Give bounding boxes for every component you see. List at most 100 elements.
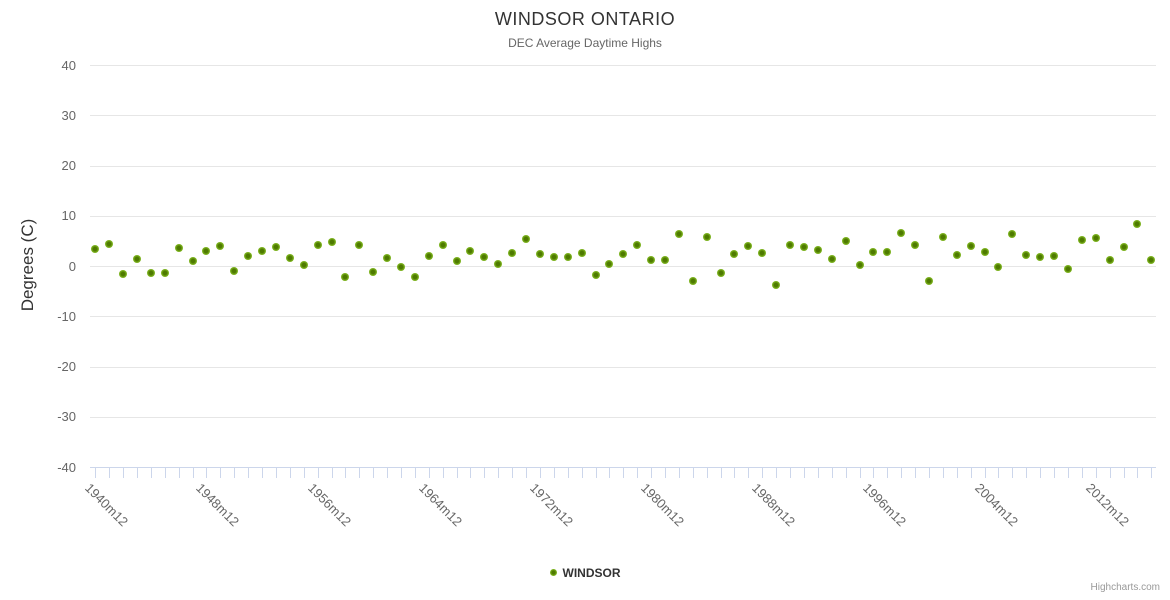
data-point[interactable]: [452, 257, 461, 266]
x-axis-tick: [470, 467, 472, 478]
data-point[interactable]: [410, 272, 419, 281]
data-point[interactable]: [522, 234, 531, 243]
x-axis-tick: [456, 467, 458, 478]
x-axis-tick: [498, 467, 500, 478]
data-point[interactable]: [244, 251, 253, 260]
data-point[interactable]: [313, 240, 322, 249]
data-point[interactable]: [480, 253, 489, 262]
x-axis-tick: [581, 467, 583, 478]
x-axis-tick: [664, 467, 666, 478]
data-point[interactable]: [952, 251, 961, 260]
data-point[interactable]: [146, 268, 155, 277]
data-point[interactable]: [508, 248, 517, 257]
data-point[interactable]: [633, 241, 642, 250]
data-point[interactable]: [716, 268, 725, 277]
x-axis-tick: [831, 467, 833, 478]
data-point[interactable]: [966, 242, 975, 251]
x-axis-tick: [901, 467, 903, 478]
data-point[interactable]: [91, 245, 100, 254]
data-point[interactable]: [619, 250, 628, 259]
data-point[interactable]: [230, 267, 239, 276]
x-axis-tick: [178, 467, 180, 478]
data-point[interactable]: [1050, 251, 1059, 260]
data-point[interactable]: [980, 248, 989, 257]
data-point[interactable]: [786, 240, 795, 249]
data-point[interactable]: [341, 273, 350, 282]
data-point[interactable]: [605, 260, 614, 269]
data-point[interactable]: [855, 261, 864, 270]
x-axis-tick: [790, 467, 792, 478]
data-point[interactable]: [869, 248, 878, 257]
data-point[interactable]: [174, 244, 183, 253]
data-point[interactable]: [994, 263, 1003, 271]
x-axis-tick: [1012, 467, 1014, 478]
data-point[interactable]: [1008, 230, 1017, 239]
data-point[interactable]: [1022, 251, 1031, 260]
y-gridline: [90, 115, 1156, 117]
data-point[interactable]: [202, 246, 211, 255]
y-axis-tick-label: -20: [57, 359, 76, 374]
data-point[interactable]: [1105, 256, 1114, 265]
data-point[interactable]: [591, 270, 600, 279]
x-axis-tick: [567, 467, 569, 478]
data-point[interactable]: [799, 243, 808, 252]
data-point[interactable]: [702, 232, 711, 241]
data-point[interactable]: [1063, 264, 1072, 273]
data-point[interactable]: [744, 242, 753, 251]
data-point[interactable]: [660, 256, 669, 265]
data-point[interactable]: [383, 253, 392, 262]
data-point[interactable]: [563, 253, 572, 262]
data-point[interactable]: [355, 241, 364, 250]
data-point[interactable]: [132, 254, 141, 263]
data-point[interactable]: [674, 229, 683, 238]
data-point[interactable]: [911, 241, 920, 250]
data-point[interactable]: [271, 242, 280, 251]
data-point[interactable]: [160, 269, 169, 278]
data-point[interactable]: [299, 260, 308, 269]
data-point[interactable]: [535, 249, 544, 258]
data-point[interactable]: [285, 254, 294, 263]
data-point[interactable]: [1091, 234, 1100, 243]
data-point[interactable]: [938, 232, 947, 241]
y-axis-tick-label: -30: [57, 409, 76, 425]
data-point[interactable]: [897, 228, 906, 237]
data-point[interactable]: [1077, 235, 1086, 244]
data-point[interactable]: [647, 256, 656, 265]
data-point[interactable]: [216, 241, 225, 250]
data-point[interactable]: [577, 249, 586, 258]
data-point[interactable]: [119, 269, 128, 278]
data-point[interactable]: [327, 237, 336, 246]
data-point[interactable]: [730, 250, 739, 259]
highcharts-credits-link[interactable]: Highcharts.com: [1090, 582, 1160, 593]
data-point[interactable]: [1036, 253, 1045, 262]
data-point[interactable]: [758, 248, 767, 257]
data-point[interactable]: [772, 281, 781, 290]
x-axis-tick: [220, 467, 222, 478]
data-point[interactable]: [466, 246, 475, 255]
data-point[interactable]: [688, 277, 697, 286]
data-point[interactable]: [813, 245, 822, 254]
y-axis-tick-label: -40: [57, 459, 76, 475]
data-point[interactable]: [925, 277, 933, 286]
x-axis-tick: [164, 467, 166, 478]
data-point[interactable]: [494, 259, 503, 268]
data-point[interactable]: [438, 240, 447, 249]
y-gridline: [90, 416, 1156, 418]
data-point[interactable]: [827, 254, 836, 263]
data-point[interactable]: [188, 257, 197, 266]
x-axis-tick: [803, 467, 805, 478]
x-axis-tick: [303, 467, 305, 478]
data-point[interactable]: [396, 262, 405, 271]
legend-item-windsor[interactable]: WINDSOR: [549, 566, 621, 580]
data-point[interactable]: [105, 240, 114, 249]
data-point[interactable]: [841, 237, 850, 246]
data-point[interactable]: [883, 248, 892, 257]
x-axis-tick: [859, 467, 861, 478]
data-point[interactable]: [258, 246, 267, 255]
data-point[interactable]: [424, 252, 433, 261]
data-point[interactable]: [1133, 219, 1142, 228]
data-point[interactable]: [549, 252, 558, 261]
data-point[interactable]: [369, 267, 378, 276]
data-point[interactable]: [1147, 255, 1156, 264]
data-point[interactable]: [1119, 243, 1128, 252]
